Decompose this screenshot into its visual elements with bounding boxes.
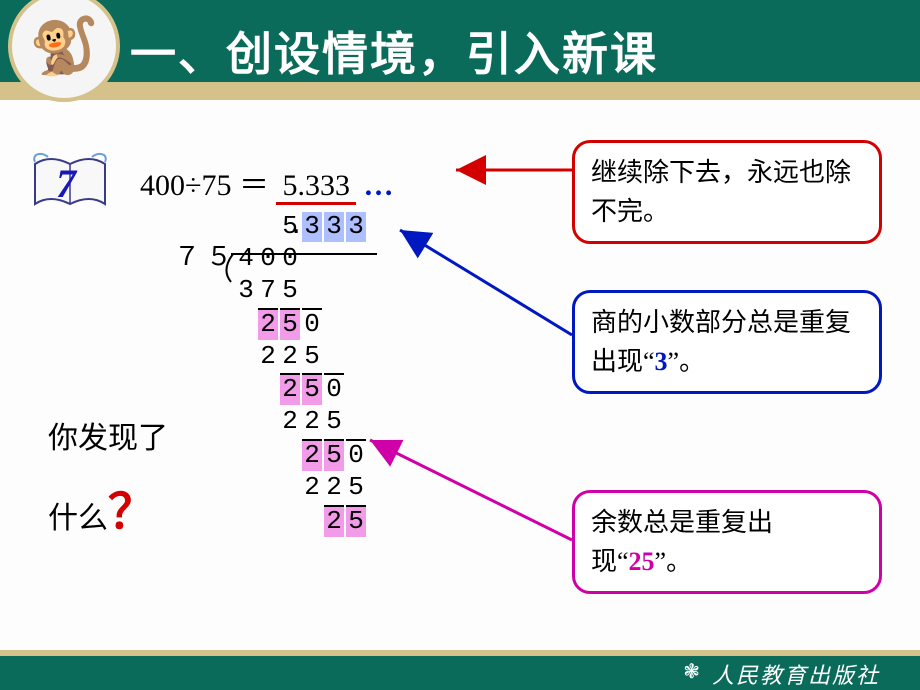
content-area: 7 400÷75 ＝ 5.333 … 5.333７５40037525022525… (0, 100, 920, 650)
prompt-line1: 你发现了 (48, 422, 168, 455)
prompt-qmark: ？ (108, 486, 156, 539)
div-cell: 2 (258, 342, 278, 372)
div-cell (172, 505, 202, 537)
quotient-cell: 3 (324, 212, 344, 242)
equation-lhs: 400÷75 ＝ (140, 169, 276, 202)
div-cell: 0 (324, 373, 344, 405)
div-cell: 2 (280, 407, 300, 437)
div-cell (236, 308, 256, 340)
div-cell (204, 473, 234, 503)
div-cell (258, 407, 278, 437)
div-cell: 2 (280, 342, 300, 372)
div-cell: 2 (324, 505, 344, 537)
quotient-cell: 3 (346, 212, 366, 242)
equation-result: 5.333 (276, 169, 356, 205)
div-cell (204, 373, 234, 405)
div-cell (204, 439, 234, 471)
prompt-line2: 什么 (48, 502, 108, 535)
division-bracket (207, 248, 407, 293)
div-cell (346, 308, 366, 340)
div-cell: 2 (280, 373, 300, 405)
div-cell (204, 407, 234, 437)
callout-blue: 商的小数部分总是重复出现“3”。 (572, 290, 882, 394)
div-cell (280, 439, 300, 471)
equation: 400÷75 ＝ 5.333 … (140, 160, 393, 204)
div-cell (172, 308, 202, 340)
div-cell (172, 407, 202, 437)
div-cell: 0 (346, 439, 366, 471)
callout-blue-em: 3 (655, 347, 668, 376)
div-cell (204, 505, 234, 537)
div-cell: 5 (302, 373, 322, 405)
div-cell (236, 342, 256, 372)
callout-mag-em: 25 (629, 547, 655, 576)
div-cell (172, 473, 202, 503)
callout-blue-post: ”。 (668, 347, 706, 376)
div-cell (346, 373, 366, 405)
div-cell: 0 (302, 308, 322, 340)
div-cell: 2 (302, 439, 322, 471)
div-cell (258, 439, 278, 471)
div-cell (172, 276, 202, 306)
div-cell (280, 473, 300, 503)
quotient-cell: 5. (280, 212, 300, 242)
div-cell (172, 439, 202, 471)
div-cell (236, 407, 256, 437)
div-cell (324, 308, 344, 340)
div-cell: 5 (302, 342, 322, 372)
div-cell (236, 473, 256, 503)
quotient-cell (258, 212, 278, 242)
arrow-magenta (370, 440, 572, 540)
callout-red-text: 继续除下去，永远也除不完。 (591, 158, 851, 226)
div-cell: ７ (172, 244, 202, 274)
div-cell (236, 439, 256, 471)
div-cell (236, 373, 256, 405)
quotient-cell (236, 212, 256, 242)
footer-logo-icon: ❃ (683, 659, 700, 684)
div-cell (172, 342, 202, 372)
arrow-blue (400, 230, 572, 335)
div-cell: 5 (346, 505, 366, 537)
footer-bar: ❃ 人民教育出版社 (0, 650, 920, 690)
callout-magenta: 余数总是重复出现“25”。 (572, 490, 882, 594)
div-cell (280, 505, 300, 537)
prompt-text: 你发现了 什么？ (48, 410, 168, 558)
div-cell (302, 505, 322, 537)
quotient-cell (172, 212, 202, 242)
div-cell (204, 308, 234, 340)
div-cell: 5 (324, 439, 344, 471)
div-cell: 5 (346, 473, 366, 503)
div-cell: 2 (258, 308, 278, 340)
div-cell (324, 342, 344, 372)
callout-blue-pre: 商的小数部分总是重复出现“ (591, 308, 851, 376)
div-cell (204, 342, 234, 372)
div-cell: 2 (324, 473, 344, 503)
page-title: 一、创设情境，引入新课 (130, 18, 658, 84)
footer-publisher: 人民教育出版社 (712, 658, 880, 690)
header-bar: 🐒 一、创设情境，引入新课 (0, 0, 920, 100)
div-cell (258, 505, 278, 537)
div-cell (258, 373, 278, 405)
div-cell (258, 473, 278, 503)
div-cell: 2 (302, 407, 322, 437)
equation-ellipsis: … (363, 169, 393, 202)
div-cell: 5 (280, 308, 300, 340)
div-cell (236, 505, 256, 537)
quotient-cell (204, 212, 234, 242)
div-cell (172, 373, 202, 405)
example-number: 7 (56, 160, 76, 207)
div-cell (346, 342, 366, 372)
header-decor-icon: 🐒 (8, 0, 120, 102)
callout-mag-post: ”。 (655, 547, 693, 576)
callout-red: 继续除下去，永远也除不完。 (572, 140, 882, 244)
quotient-cell: 3 (302, 212, 322, 242)
div-cell: 5 (324, 407, 344, 437)
div-cell: 2 (302, 473, 322, 503)
div-cell (346, 407, 366, 437)
